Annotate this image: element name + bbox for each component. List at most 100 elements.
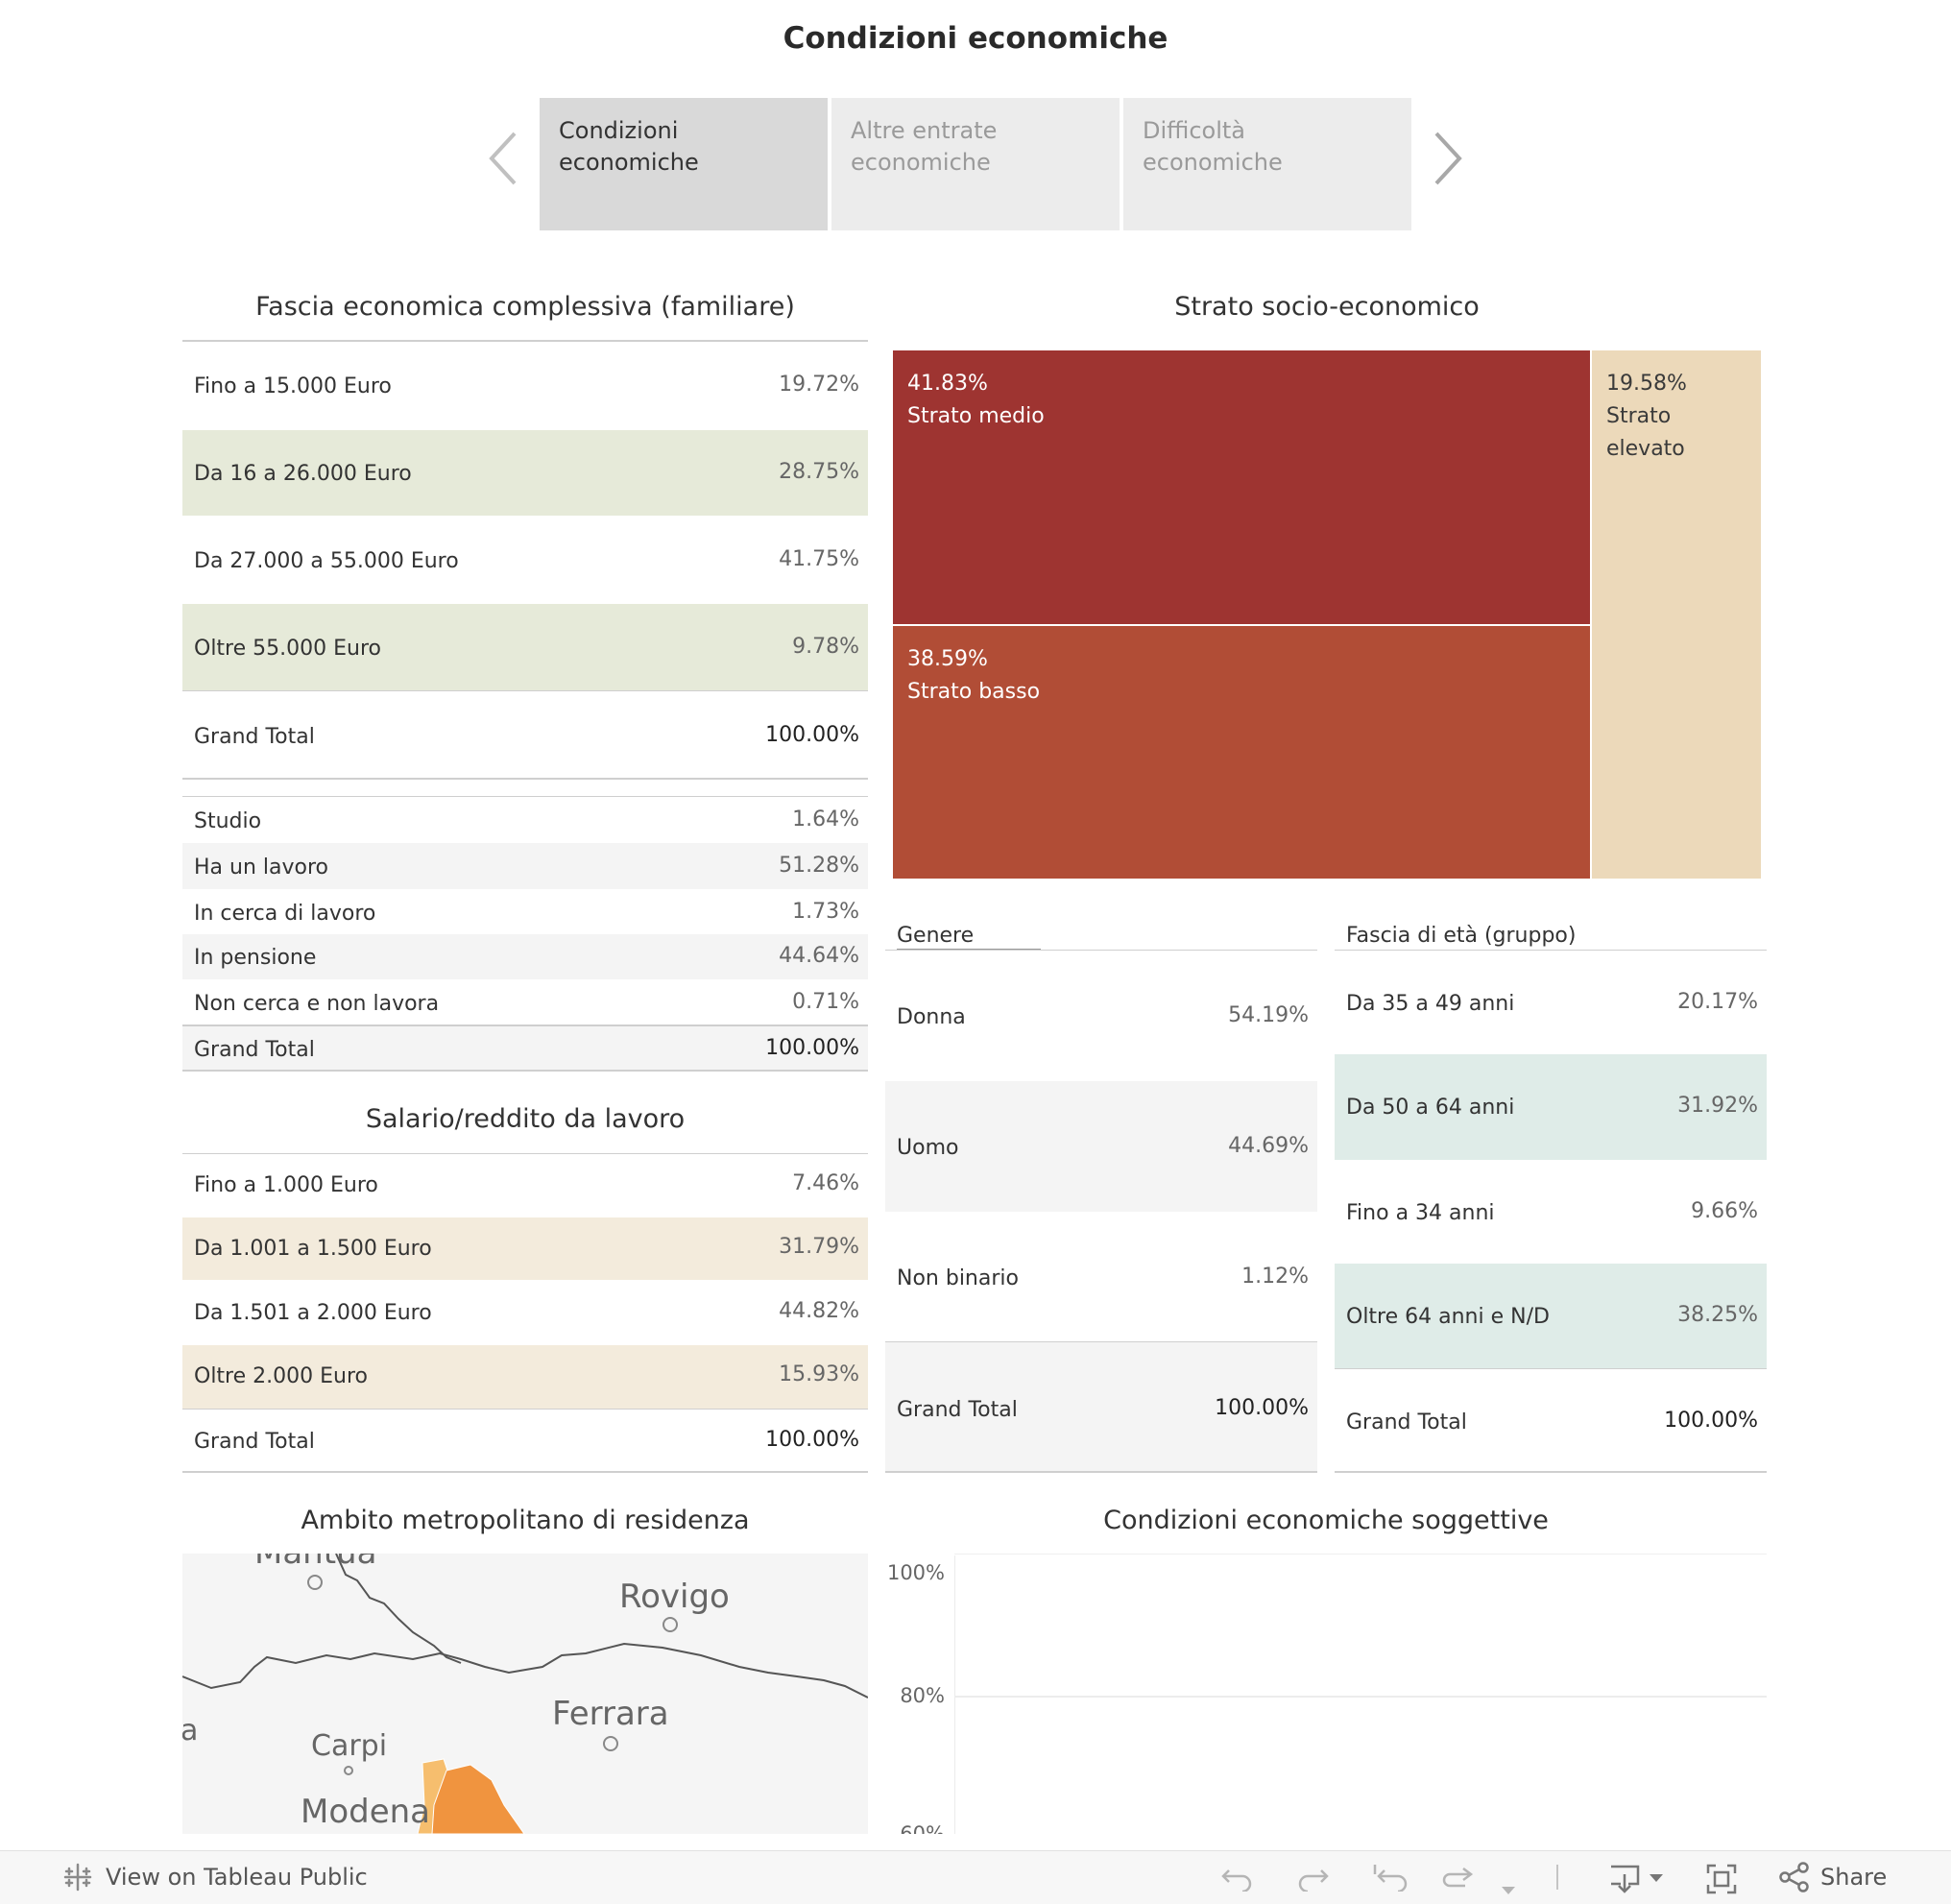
city-marker-mantua (307, 1575, 323, 1590)
divider (182, 1024, 868, 1026)
treemap-cell-strato-elevato[interactable]: 19.58% Strato elevato (1592, 350, 1761, 879)
eta-title: Fascia di età (gruppo) (1346, 924, 1577, 948)
fascia-title: Fascia economica complessiva (familiare) (255, 292, 795, 322)
divider (182, 1070, 868, 1072)
salario-title: Salario/reddito da lavoro (365, 1104, 686, 1134)
y-tick-label: 80% (900, 1684, 945, 1707)
revert-icon (1373, 1865, 1408, 1893)
redo-button[interactable] (1296, 1863, 1331, 1899)
map-label-edge: a (182, 1714, 198, 1747)
story-tab-condizioni[interactable]: Condizioni economiche (540, 98, 828, 230)
undo-button[interactable] (1219, 1863, 1254, 1899)
table-row[interactable]: Da 16 a 26.000 Euro 28.75% (182, 430, 868, 516)
table-row[interactable]: Fino a 15.000 Euro 19.72% (194, 373, 859, 398)
refresh-button[interactable] (1440, 1863, 1479, 1899)
map-area-bologna[interactable] (431, 1764, 525, 1834)
table-row[interactable]: Studio 1.64% (194, 807, 859, 833)
tableau-toolbar: View on Tableau Public (0, 1850, 1951, 1904)
divider (1335, 950, 1767, 951)
undo-icon (1221, 1869, 1252, 1893)
revert-button[interactable] (1373, 1863, 1409, 1899)
y-tick-label: 100% (886, 1561, 945, 1584)
fullscreen-button[interactable] (1705, 1863, 1738, 1903)
table-row[interactable]: Da 1.001 a 1.500 Euro 31.79% (182, 1217, 868, 1280)
divider (182, 1153, 868, 1154)
caret-down-icon (1502, 1887, 1515, 1894)
page-title: Condizioni economiche (783, 21, 1168, 56)
chevron-left-icon (489, 132, 517, 185)
soggettive-chart[interactable]: 100% 80% 60% (885, 1554, 1767, 1834)
table-row[interactable]: Oltre 2.000 Euro 15.93% (182, 1345, 868, 1409)
story-next-button[interactable] (1431, 130, 1465, 197)
soggettive-title: Condizioni economiche soggettive (1103, 1506, 1549, 1535)
map-title: Ambito metropolitano di residenza (301, 1506, 750, 1535)
divider (182, 1409, 868, 1410)
y-axis-line (954, 1555, 955, 1834)
tableau-logo-icon (63, 1863, 92, 1892)
y-tick-label: 60% (900, 1822, 945, 1834)
story-prev-button[interactable] (486, 130, 520, 197)
view-on-tableau-link[interactable]: View on Tableau Public (61, 1861, 368, 1893)
map-label-carpi: Carpi (311, 1729, 387, 1763)
map-label-rovigo: Rovigo (619, 1578, 730, 1616)
strato-title: Strato socio-economico (1174, 292, 1480, 322)
chevron-right-icon (1434, 132, 1462, 185)
refresh-dropdown[interactable] (1500, 1870, 1517, 1904)
table-row[interactable]: Non cerca e non lavora 0.71% (194, 990, 859, 1016)
treemap-cell-strato-medio[interactable]: 41.83% Strato medio (893, 350, 1590, 624)
toolbar-separator (1556, 1865, 1558, 1890)
map-label-mantua: Mantua (254, 1554, 376, 1572)
table-row[interactable]: Oltre 64 anni e N/D 38.25% (1335, 1264, 1767, 1368)
fullscreen-icon (1706, 1864, 1737, 1894)
table-row[interactable]: Da 50 a 64 anni 31.92% (1335, 1054, 1767, 1160)
region-border (182, 1642, 868, 1699)
genere-title: Genere (897, 924, 975, 948)
table-row[interactable]: Fino a 34 anni 9.66% (1346, 1199, 1758, 1225)
city-marker-ferrara (603, 1736, 618, 1751)
table-row-total[interactable]: Grand Total 100.00% (182, 1026, 868, 1070)
table-row[interactable]: Oltre 55.000 Euro 9.78% (182, 604, 868, 690)
map-label-modena: Modena (301, 1793, 430, 1831)
divider (182, 690, 868, 691)
province-border (335, 1554, 462, 1664)
divider (182, 1471, 868, 1473)
divider (182, 796, 868, 797)
share-label: Share (1820, 1864, 1888, 1891)
share-icon (1779, 1862, 1809, 1892)
treemap-cell-strato-basso[interactable]: 38.59% Strato basso (893, 626, 1590, 879)
gridline (954, 1554, 1767, 1555)
city-marker-carpi (344, 1766, 353, 1775)
divider (885, 950, 1317, 951)
redo-icon (1298, 1869, 1329, 1893)
divider (897, 949, 1041, 950)
table-row[interactable]: Non binario 1.12% (897, 1265, 1309, 1290)
download-button[interactable] (1607, 1863, 1667, 1903)
table-row[interactable]: Uomo 44.69% (885, 1081, 1317, 1212)
download-icon (1611, 1865, 1663, 1893)
table-row[interactable]: In cerca di lavoro 1.73% (194, 900, 859, 926)
table-row[interactable]: Fino a 1.000 Euro 7.46% (194, 1171, 859, 1197)
gridline (954, 1696, 1767, 1698)
table-row[interactable]: Ha un lavoro 51.28% (182, 843, 868, 889)
table-row[interactable]: Donna 54.19% (897, 1003, 1309, 1029)
divider (1335, 1368, 1767, 1369)
table-row-total[interactable]: Grand Total 100.00% (194, 723, 859, 749)
share-button[interactable]: Share (1778, 1861, 1887, 1893)
table-row-total[interactable]: Grand Total 100.00% (1346, 1409, 1758, 1434)
refresh-icon (1442, 1868, 1474, 1888)
table-row[interactable]: Da 1.501 a 2.000 Euro 44.82% (194, 1299, 859, 1325)
map-canvas: Mantua Rovigo Ferrara Carpi Modena a (182, 1554, 868, 1834)
table-row[interactable]: Da 35 a 49 anni 20.17% (1346, 990, 1758, 1016)
divider (1335, 1471, 1767, 1473)
map-label-ferrara: Ferrara (552, 1695, 669, 1733)
story-tab-altre-entrate[interactable]: Altre entrate economiche (831, 98, 1120, 230)
story-tab-difficolta[interactable]: Difficoltà economiche (1123, 98, 1411, 230)
view-on-tableau-label: View on Tableau Public (106, 1864, 368, 1891)
table-row-total[interactable]: Grand Total 100.00% (885, 1342, 1317, 1471)
table-row[interactable]: Da 27.000 a 55.000 Euro 41.75% (194, 547, 859, 573)
city-marker-rovigo (662, 1617, 678, 1632)
table-row[interactable]: In pensione 44.64% (182, 934, 868, 979)
divider (182, 340, 868, 342)
table-row-total[interactable]: Grand Total 100.00% (194, 1428, 859, 1454)
residence-map[interactable]: Mantua Rovigo Ferrara Carpi Modena a (182, 1554, 868, 1834)
